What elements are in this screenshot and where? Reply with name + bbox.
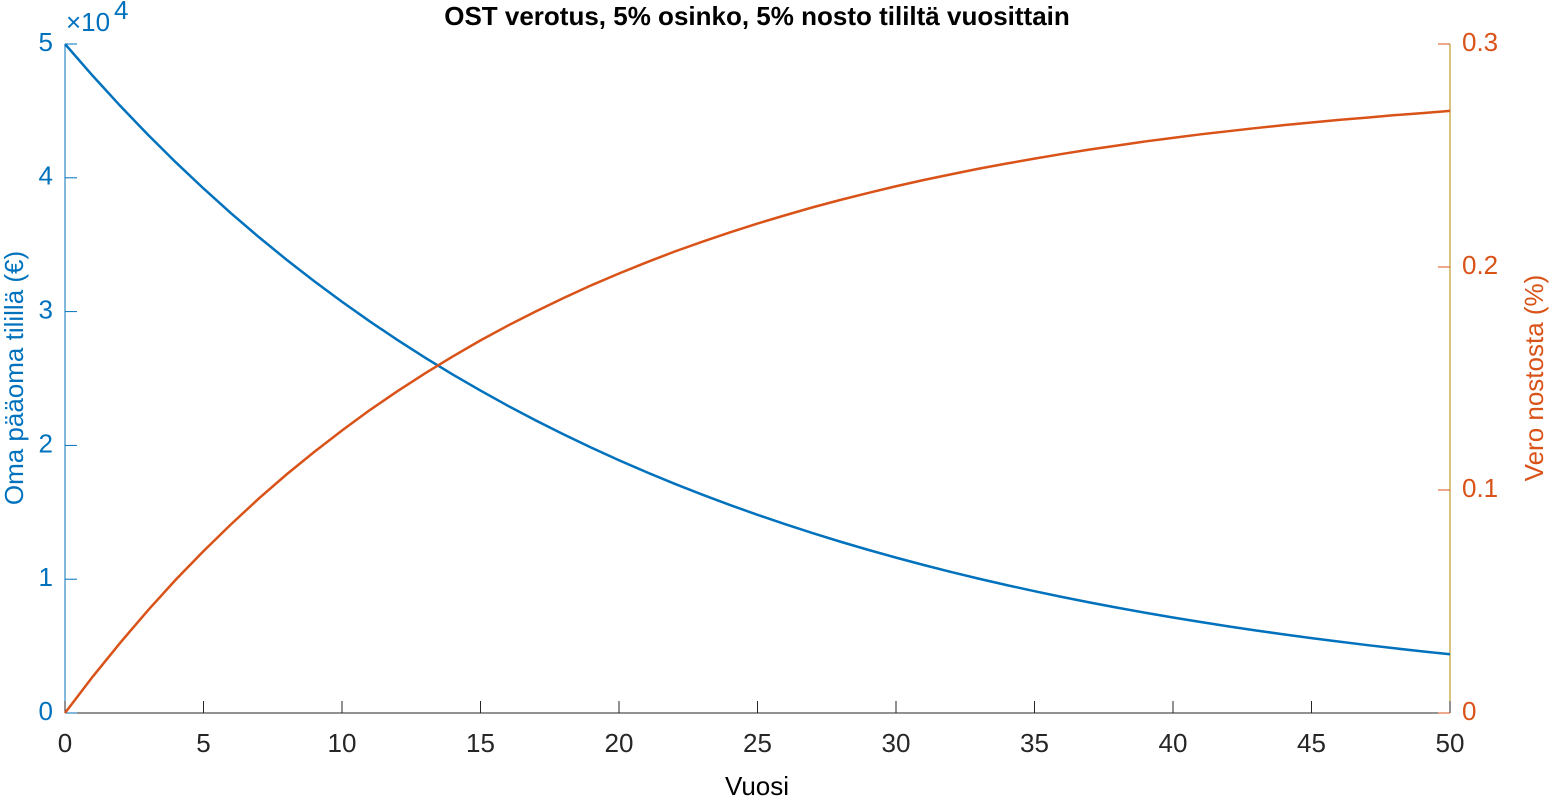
y-tick-label: 2 [39, 428, 53, 458]
y2-tick-label: 0 [1462, 696, 1476, 726]
x-tick-label: 35 [1020, 728, 1049, 758]
x-axis-label: Vuosi [725, 771, 789, 801]
y-tick-label: 1 [39, 562, 53, 592]
x-tick-label: 20 [605, 728, 634, 758]
x-tick-label: 30 [882, 728, 911, 758]
x-tick-label: 45 [1297, 728, 1326, 758]
y2-tick-label: 0.1 [1462, 473, 1498, 503]
x-tick-label: 0 [58, 728, 72, 758]
y-multiplier-exponent: 4 [114, 0, 128, 25]
series-line [64, 43, 1451, 656]
y-axis-label: Oma pääoma tilillä (€) [0, 251, 29, 505]
y2-axis-label: Vero nostosta (%) [1519, 275, 1549, 482]
x-tick-label: 15 [466, 728, 495, 758]
y2-tick-label: 0.3 [1462, 27, 1498, 57]
y2-tick-label: 0.2 [1462, 250, 1498, 280]
x-tick-label: 10 [328, 728, 357, 758]
y-tick-label: 3 [39, 294, 53, 324]
y-multiplier: ×10 [66, 7, 110, 37]
chart-title: OST verotus, 5% osinko, 5% nosto tililtä… [444, 1, 1070, 31]
y-tick-label: 0 [39, 696, 53, 726]
y-tick-label: 5 [39, 27, 53, 57]
series-line [64, 109, 1451, 714]
x-tick-label: 50 [1436, 728, 1465, 758]
x-tick-label: 25 [743, 728, 772, 758]
x-tick-label: 5 [196, 728, 210, 758]
y-tick-label: 4 [39, 161, 53, 191]
x-tick-label: 40 [1159, 728, 1188, 758]
